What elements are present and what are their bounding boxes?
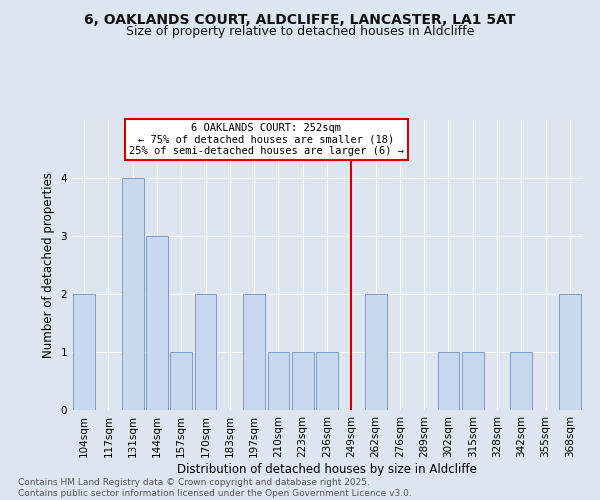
Bar — [122, 178, 143, 410]
Text: Size of property relative to detached houses in Aldcliffe: Size of property relative to detached ho… — [126, 25, 474, 38]
X-axis label: Distribution of detached houses by size in Aldcliffe: Distribution of detached houses by size … — [177, 462, 477, 475]
Y-axis label: Number of detached properties: Number of detached properties — [42, 172, 55, 358]
Bar — [243, 294, 265, 410]
Bar — [73, 294, 95, 410]
Text: Contains HM Land Registry data © Crown copyright and database right 2025.
Contai: Contains HM Land Registry data © Crown c… — [18, 478, 412, 498]
Bar — [365, 294, 386, 410]
Bar — [316, 352, 338, 410]
Text: 6, OAKLANDS COURT, ALDCLIFFE, LANCASTER, LA1 5AT: 6, OAKLANDS COURT, ALDCLIFFE, LANCASTER,… — [85, 12, 515, 26]
Bar — [268, 352, 289, 410]
Bar — [437, 352, 460, 410]
Bar — [511, 352, 532, 410]
Bar — [462, 352, 484, 410]
Bar — [559, 294, 581, 410]
Bar — [292, 352, 314, 410]
Bar — [194, 294, 217, 410]
Bar — [170, 352, 192, 410]
Bar — [146, 236, 168, 410]
Text: 6 OAKLANDS COURT: 252sqm
← 75% of detached houses are smaller (18)
25% of semi-d: 6 OAKLANDS COURT: 252sqm ← 75% of detach… — [129, 123, 404, 156]
